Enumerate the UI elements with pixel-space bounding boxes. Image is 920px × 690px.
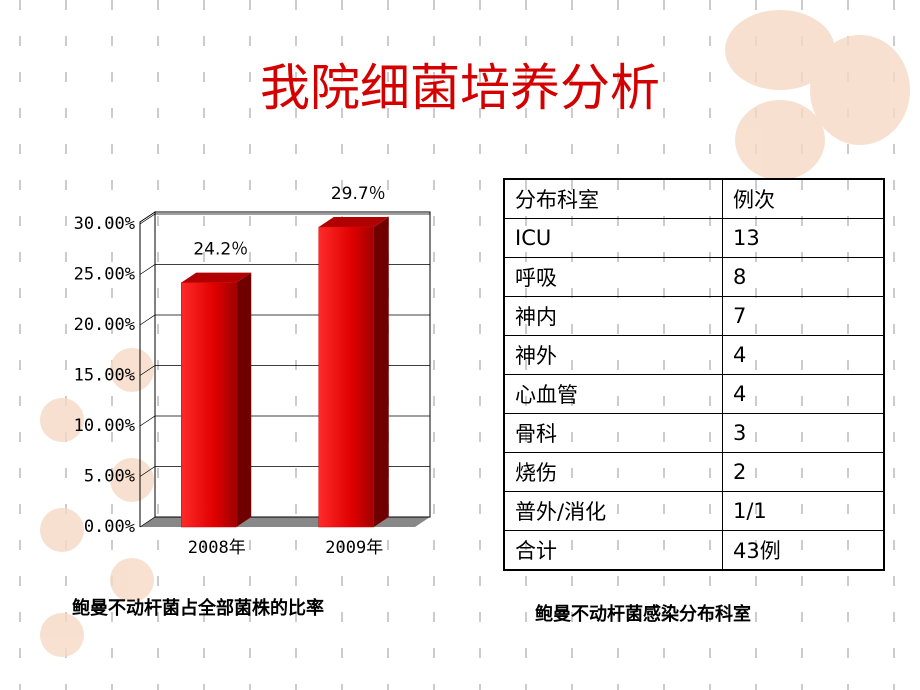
y-tick-label: 0.00% [84, 517, 135, 537]
table-row: 分布科室 例次 [503, 178, 885, 219]
y-tick-label: 15.00% [74, 366, 135, 386]
data-label: 29.7％ [331, 184, 386, 204]
y-tick-label: 30.00% [74, 214, 135, 234]
x-tick-label: 2009年 [325, 538, 383, 558]
table-row: 神外 4 [503, 335, 885, 375]
table-row: 普外/消化 1/1 [503, 491, 885, 531]
table-cell: 烧伤 [503, 452, 723, 492]
table-cell: ICU [503, 218, 723, 258]
table-cell: 7 [722, 296, 885, 336]
bar-top [181, 272, 252, 283]
table-cell: 合计 [503, 530, 723, 571]
table-cell: 分布科室 [503, 178, 723, 219]
chart-caption: 鲍曼不动杆菌占全部菌株的比率 [72, 598, 324, 619]
table-cell: 呼吸 [503, 257, 723, 297]
table-row: 神内 7 [503, 296, 885, 336]
table-row: 呼吸 8 [503, 257, 885, 297]
table-row: 心血管 4 [503, 374, 885, 414]
y-tick-label: 25.00% [74, 265, 135, 285]
x-tick-label: 2008年 [188, 538, 246, 558]
table-cell: 1/1 [722, 491, 885, 531]
table-cell: 4 [722, 335, 885, 375]
table-cell: 普外/消化 [503, 491, 723, 531]
table-cell: 3 [722, 413, 885, 453]
y-tick-label: 5.00% [84, 467, 135, 487]
side-wall [139, 211, 156, 527]
table-cell: 神外 [503, 335, 723, 375]
table-row: 合计 43例 [503, 530, 885, 571]
slide-title: 我院细菌培养分析 [260, 59, 660, 117]
bar-top [318, 217, 389, 228]
bar-side [373, 217, 389, 527]
table-cell: 神内 [503, 296, 723, 336]
table-cell: 例次 [722, 178, 885, 219]
y-tick-label: 10.00% [74, 416, 135, 436]
data-label: 24.2％ [193, 240, 248, 260]
table-row: ICU 13 [503, 218, 885, 258]
table-cell: 骨科 [503, 413, 723, 453]
table-cell: 2 [722, 452, 885, 492]
y-tick-label: 20.00% [74, 315, 135, 335]
table-cell: 4 [722, 374, 885, 414]
bar-side [236, 272, 252, 527]
table-row: 骨科 3 [503, 413, 885, 453]
bar [318, 226, 374, 528]
grid-line [139, 213, 430, 225]
table-row: 烧伤 2 [503, 452, 885, 492]
table-cell: 心血管 [503, 374, 723, 414]
table: 分布科室 例次 ICU 13 呼吸 8 神内 7 神外 4 心血管 4 骨科 3 烧伤 2 普外/消化 1/1 合计… [503, 178, 885, 571]
table-cell: 43例 [722, 530, 885, 571]
table-caption: 鲍曼不动杆菌感染分布科室 [535, 604, 751, 625]
table-cell: 13 [722, 218, 885, 258]
bar [181, 282, 237, 528]
table-cell: 8 [722, 257, 885, 297]
